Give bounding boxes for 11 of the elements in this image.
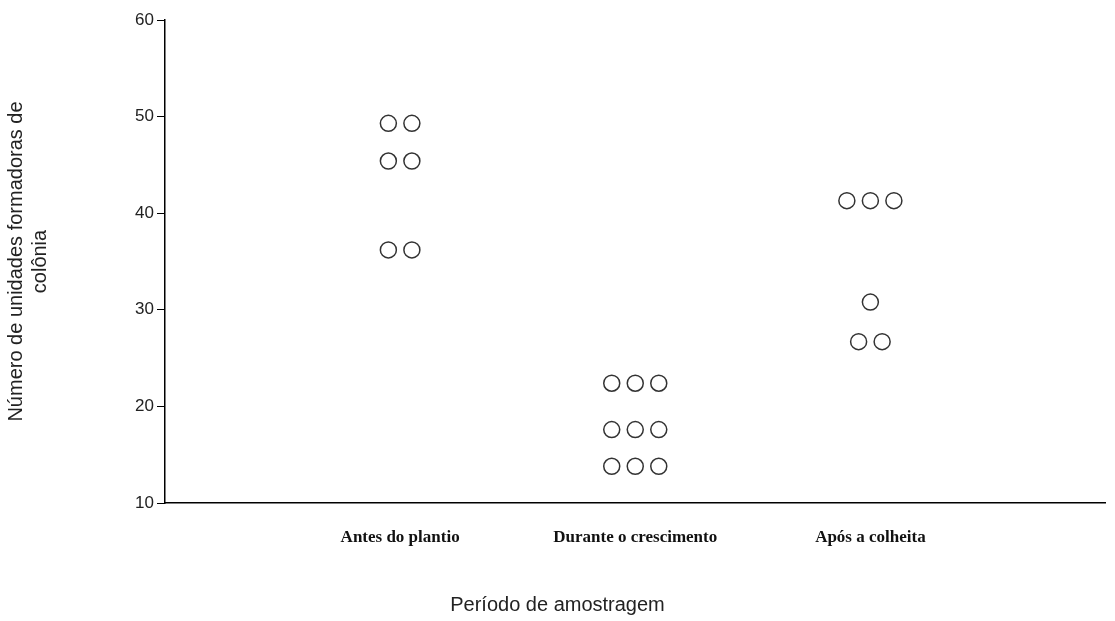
y-tick-label: 10 [135,492,154,512]
y-tick-label: 60 [135,9,154,29]
x-tick-label: Após a colheita [815,526,927,546]
x-axis-title: Período de amostragem [450,592,665,615]
y-tick-label: 50 [135,106,154,126]
x-tick-label: Durante o crescimento [553,526,718,546]
y-tick-label: 40 [135,202,154,222]
y-tick-label: 30 [135,299,154,319]
y-axis-title: Número de unidades formadoras de colônia [3,101,50,422]
x-tick-label: Antes do plantio [340,526,460,546]
y-tick-label: 20 [135,396,154,416]
